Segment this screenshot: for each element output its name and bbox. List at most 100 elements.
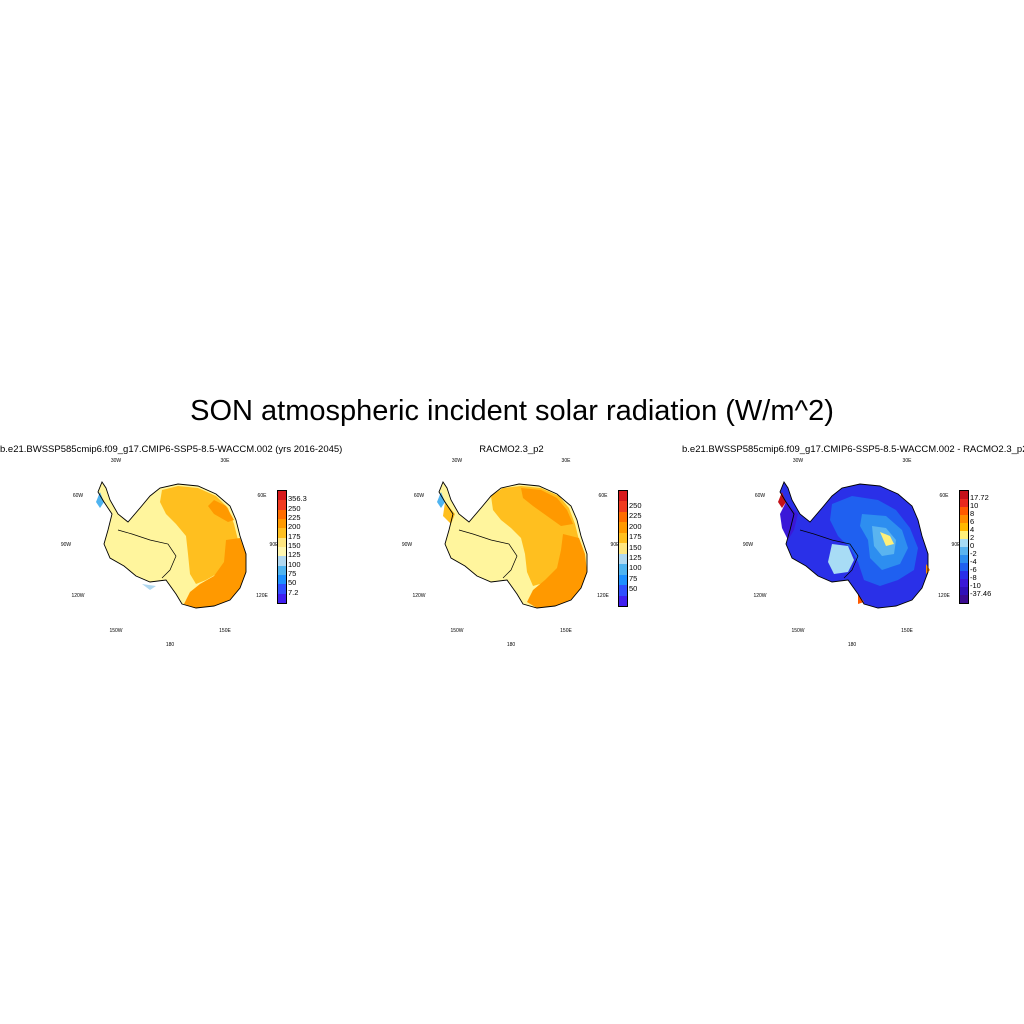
map-fill-abs-model xyxy=(96,482,246,608)
colorbar-label: 150 xyxy=(629,542,642,552)
east-coast-region xyxy=(208,500,234,522)
colorbar-swatch xyxy=(619,595,627,606)
lon-label: 60W xyxy=(413,493,425,499)
colorbar-label: 2 xyxy=(970,533,975,542)
colorbar-swatch xyxy=(278,565,286,575)
colorbar-swatch xyxy=(960,571,968,579)
figure-title: SON atmospheric incident solar radiation… xyxy=(190,395,834,427)
lon-label: 120W xyxy=(412,593,426,599)
lon-label: 60E xyxy=(598,493,608,499)
lon-label: 120E xyxy=(597,593,609,599)
colorbar-swatch xyxy=(278,491,286,501)
colorbar-label: 225 xyxy=(288,513,301,522)
antarctica-map xyxy=(778,481,930,609)
colorbar-swatch xyxy=(619,491,627,502)
map-fill-difference xyxy=(778,482,930,608)
colorbar-swatch xyxy=(278,518,286,529)
colorbar-label: 17.72 xyxy=(970,493,989,502)
colorbar-label: 75 xyxy=(288,569,297,578)
lon-label: 150E xyxy=(219,628,231,634)
lon-label: 90E xyxy=(610,542,620,548)
lon-label: 120E xyxy=(938,593,950,599)
colorbar-swatch xyxy=(960,555,968,563)
colorbar-swatch xyxy=(619,585,627,596)
colorbar-label: 125 xyxy=(288,550,301,560)
colorbar-swatch xyxy=(278,556,286,566)
panel-difference-map: b.e21.BWSSP585cmip6.f09_g17.CMIP6-SSP5-8… xyxy=(682,444,1024,654)
colorbar-swatch xyxy=(960,547,968,555)
colorbar-label: 175 xyxy=(288,531,301,541)
colorbar-label: 125 xyxy=(629,552,642,562)
colorbar-swatch xyxy=(960,499,968,507)
lon-label: 180 xyxy=(847,642,857,648)
colorbar-label: 4 xyxy=(970,525,975,534)
colorbar-label: 200 xyxy=(629,521,642,531)
colorbar-swatch xyxy=(960,563,968,571)
colorbar-label: 356.3 xyxy=(288,494,307,504)
colorbar-swatch xyxy=(619,532,627,544)
colorbar-label: 100 xyxy=(629,563,642,573)
colorbar-swatch xyxy=(278,546,286,557)
ice-shelf-line xyxy=(458,529,518,579)
lon-label: 90W xyxy=(742,542,754,548)
lon-label: 180 xyxy=(506,642,516,648)
colorbar-swatch xyxy=(619,501,627,512)
colorbar-swatch xyxy=(960,491,968,499)
colorbar-swatch xyxy=(619,564,627,575)
colorbar-label: -2 xyxy=(970,549,977,558)
colorbar-swatch xyxy=(960,523,968,531)
colorbar-label: -4 xyxy=(970,557,977,566)
ross-region xyxy=(828,544,854,574)
lon-label: 30E xyxy=(220,458,230,464)
lon-label: 120W xyxy=(753,593,767,599)
colorbar-label: 50 xyxy=(629,584,638,594)
antarctica-map xyxy=(96,481,247,609)
colorbar-swatches xyxy=(959,490,969,604)
colorbar-label: 150 xyxy=(288,541,301,550)
lon-label: 150W xyxy=(450,628,464,634)
lon-label: 30W xyxy=(792,458,804,464)
lon-label: 150E xyxy=(560,628,572,634)
coastline xyxy=(438,481,588,609)
lon-label: 120W xyxy=(71,593,85,599)
colorbar-swatch xyxy=(960,587,968,595)
lon-label: 90E xyxy=(269,542,279,548)
colorbar-label: -37.46 xyxy=(970,589,992,598)
lon-label: 120E xyxy=(256,593,268,599)
ice-shelf-line xyxy=(799,529,859,579)
colorbar-swatch xyxy=(278,500,286,510)
lon-label: 90W xyxy=(401,542,413,548)
colorbar-swatch xyxy=(278,509,286,519)
colorbar-swatches xyxy=(277,490,287,604)
colorbar-label: 100 xyxy=(288,559,301,569)
colorbar-label: 250 xyxy=(288,503,301,513)
panel-cesm-map: b.e21.BWSSP585cmip6.f09_g17.CMIP6-SSP5-8… xyxy=(0,444,343,654)
panel-title: b.e21.BWSSP585cmip6.f09_g17.CMIP6-SSP5-8… xyxy=(0,444,343,455)
colorbar-swatch xyxy=(960,539,968,547)
lon-label: 150E xyxy=(901,628,913,634)
margin-region xyxy=(780,502,798,540)
colorbar-swatch xyxy=(278,528,286,538)
lon-label: 180 xyxy=(165,642,175,648)
colorbar-label: -6 xyxy=(970,565,977,574)
colorbar-label: 200 xyxy=(288,522,301,532)
lon-label: 60W xyxy=(754,493,766,499)
colorbar-swatch xyxy=(960,531,968,539)
colorbar-label: 7.2 xyxy=(288,587,299,597)
colorbar-swatch xyxy=(619,522,627,533)
coastline xyxy=(97,481,247,609)
antarctica-map xyxy=(437,481,588,609)
colorbar-label: 50 xyxy=(288,578,297,588)
colorbar-label: 8 xyxy=(970,509,975,518)
colorbar-label: 225 xyxy=(629,511,642,521)
ice-shelf-line xyxy=(117,529,177,579)
colorbar-swatch xyxy=(960,579,968,587)
lon-label: 30E xyxy=(902,458,912,464)
lon-label: 60E xyxy=(939,493,949,499)
colorbar-swatch xyxy=(278,574,286,585)
colorbar-swatch xyxy=(960,515,968,523)
lon-label: 60W xyxy=(72,493,84,499)
panel-title: b.e21.BWSSP585cmip6.f09_g17.CMIP6-SSP5-8… xyxy=(682,444,1024,455)
colorbar-label: 0 xyxy=(970,541,975,550)
east-coast-region xyxy=(521,488,573,526)
